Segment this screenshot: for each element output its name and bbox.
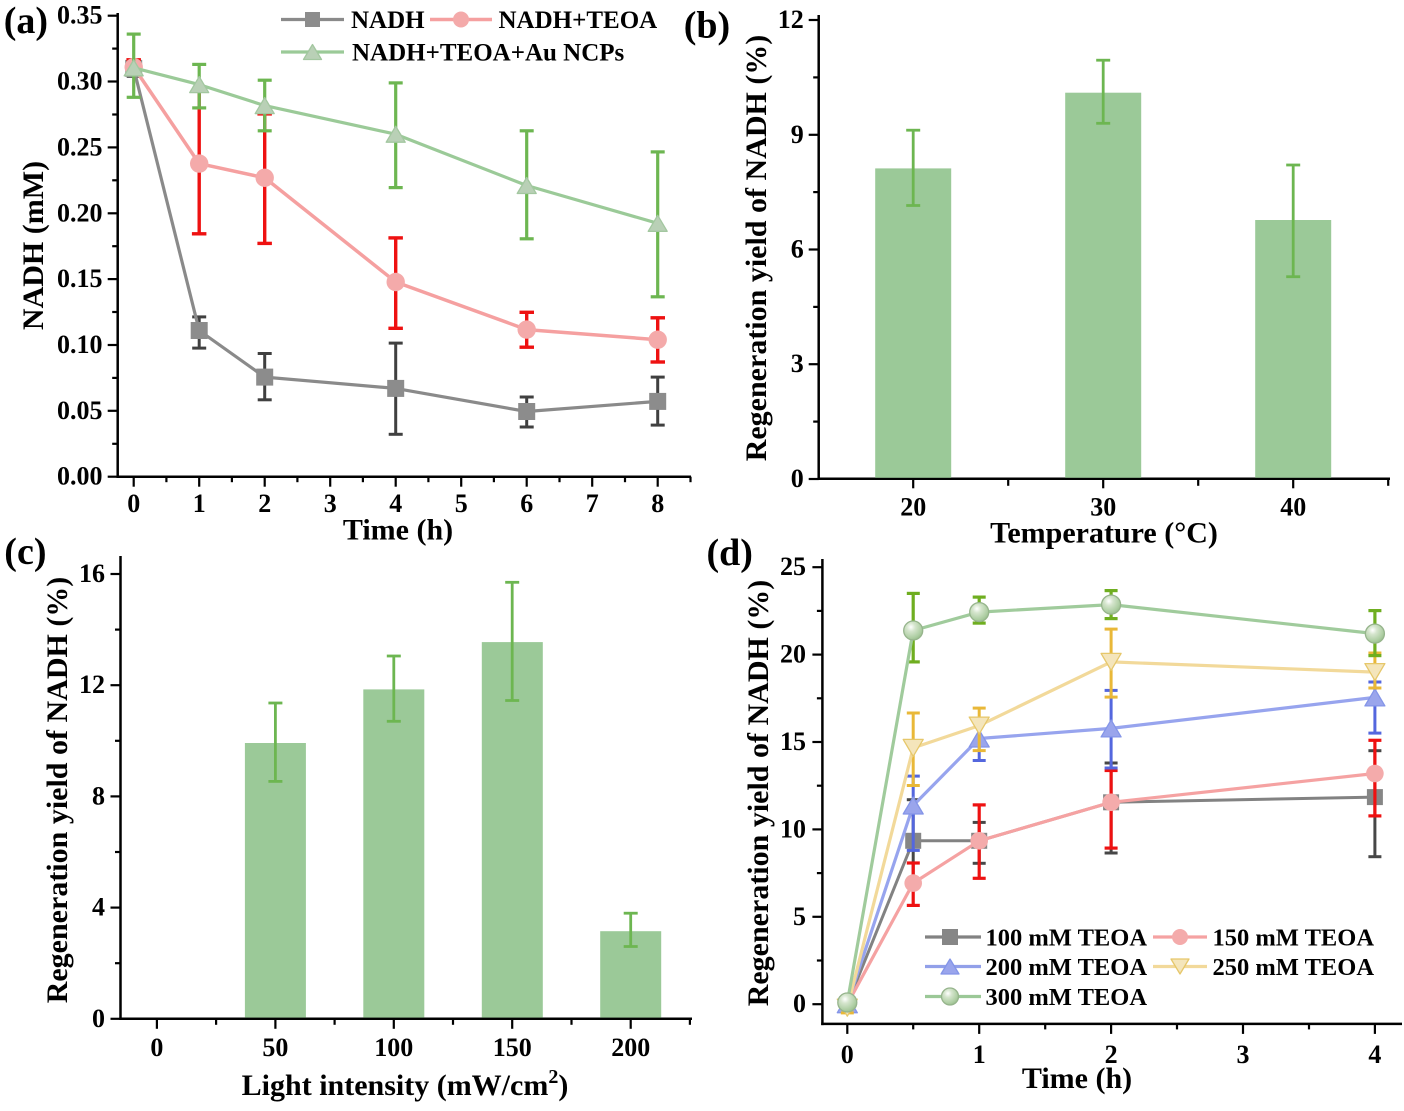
svg-text:0: 0 [150,1033,163,1062]
svg-text:100: 100 [374,1033,413,1062]
svg-text:5: 5 [793,902,806,931]
svg-text:NADH+TEOA+Au NCPs: NADH+TEOA+Au NCPs [352,40,625,67]
svg-text:Regeneration yield of NADH (%): Regeneration yield of NADH (%) [742,580,775,1007]
svg-text:150: 150 [493,1033,532,1062]
svg-text:3: 3 [791,349,804,378]
svg-text:7: 7 [586,489,599,518]
svg-text:NADH: NADH [351,7,425,34]
svg-text:3: 3 [324,489,337,518]
svg-text:0.30: 0.30 [57,67,103,96]
svg-text:Time (h): Time (h) [1022,1062,1132,1095]
svg-text:200: 200 [611,1033,650,1062]
svg-text:3: 3 [1237,1040,1250,1069]
svg-text:0.15: 0.15 [57,264,103,293]
svg-text:20: 20 [900,493,926,522]
svg-text:Light intensity (mW/cm2): Light intensity (mW/cm2) [242,1066,569,1102]
svg-text:0.20: 0.20 [57,198,103,227]
svg-text:1: 1 [193,489,206,518]
svg-text:2: 2 [258,489,271,518]
svg-text:4: 4 [92,893,105,922]
svg-text:NADH+TEOA: NADH+TEOA [499,7,658,34]
svg-text:4: 4 [1368,1040,1381,1069]
svg-text:8: 8 [92,781,105,810]
svg-text:20: 20 [780,640,806,669]
svg-text:(c): (c) [4,531,46,573]
svg-text:0: 0 [793,989,806,1018]
svg-text:100 mM TEOA: 100 mM TEOA [986,925,1148,952]
svg-text:250 mM TEOA: 250 mM TEOA [1213,954,1375,981]
svg-text:0.25: 0.25 [57,132,103,161]
svg-text:0: 0 [92,1004,105,1033]
svg-text:15: 15 [780,727,806,756]
svg-text:Temperature (°C): Temperature (°C) [990,517,1218,550]
svg-text:NADH (mM): NADH (mM) [17,161,50,330]
svg-text:150 mM TEOA: 150 mM TEOA [1213,925,1375,952]
svg-text:300 mM TEOA: 300 mM TEOA [986,984,1148,1011]
svg-text:0.05: 0.05 [57,396,103,425]
svg-text:0: 0 [127,489,140,518]
svg-text:2: 2 [1105,1040,1118,1069]
svg-text:200 mM TEOA: 200 mM TEOA [986,954,1148,981]
svg-text:(a): (a) [4,0,48,42]
svg-text:30: 30 [1090,493,1116,522]
svg-text:1: 1 [973,1040,986,1069]
svg-text:16: 16 [79,559,105,588]
svg-text:40: 40 [1280,493,1306,522]
svg-text:25: 25 [780,552,806,581]
svg-text:Regeneration yield of NADH (%): Regeneration yield of NADH (%) [41,577,74,1004]
svg-text:12: 12 [79,670,105,699]
svg-text:5: 5 [455,489,468,518]
svg-text:6: 6 [791,235,804,264]
svg-text:4: 4 [389,489,402,518]
svg-text:(b): (b) [684,5,730,47]
svg-text:8: 8 [651,489,664,518]
svg-text:(d): (d) [707,532,753,574]
svg-text:Time (h): Time (h) [343,514,453,547]
svg-text:9: 9 [791,120,804,149]
svg-text:0.00: 0.00 [57,462,103,491]
svg-text:0.35: 0.35 [57,1,103,30]
svg-text:0.10: 0.10 [57,330,103,359]
svg-text:0: 0 [791,464,804,493]
svg-text:Regeneration yield of NADH (%): Regeneration yield of NADH (%) [740,35,773,462]
svg-text:10: 10 [780,814,806,843]
svg-text:50: 50 [262,1033,288,1062]
svg-text:12: 12 [778,5,804,34]
svg-text:0: 0 [841,1040,854,1069]
svg-text:6: 6 [520,489,533,518]
